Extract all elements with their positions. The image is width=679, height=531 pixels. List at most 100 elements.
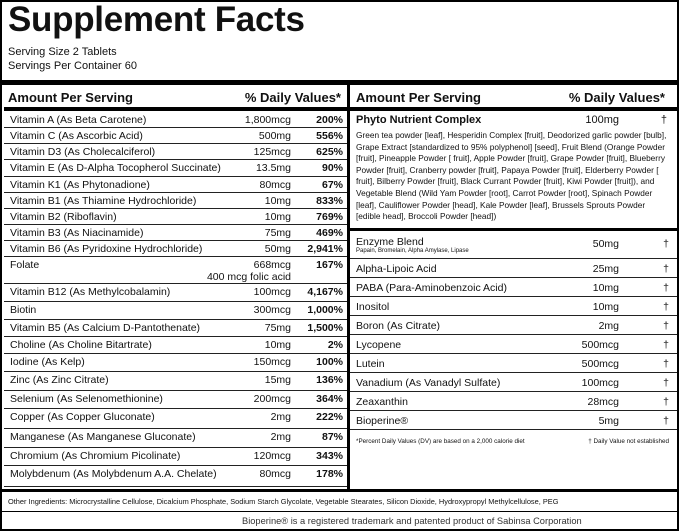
daily-value: 625%: [316, 146, 343, 158]
nutrient-row: Selenium (As Selenomethionine) 200mcg 364%: [4, 391, 347, 409]
nutrient-row: Inositol 10mg †: [350, 297, 677, 316]
divider: [2, 80, 677, 85]
daily-value: 833%: [316, 195, 343, 207]
nutrient-row: Alpha-Lipoic Acid 25mg †: [350, 259, 677, 278]
nutrient-amount: 200mcg: [253, 393, 291, 405]
nutrient-name: Vitamin B12 (As Methylcobalamin): [10, 286, 171, 298]
nutrient-name: Vitamin B5 (As Calcium D-Pantothenate): [10, 322, 201, 334]
amount-header: Amount Per Serving: [8, 90, 133, 105]
enzyme-amount: 50mg: [592, 238, 619, 250]
daily-value: 90%: [321, 162, 343, 174]
nutrient-name: Lutein: [356, 358, 385, 370]
nutrient-amount: 80mcg: [259, 468, 291, 480]
footnote: † Daily Value not established: [588, 438, 669, 445]
nutrient-name: Vitamin K1 (As Phytonadione): [10, 179, 150, 191]
nutrient-row: Vanadium (As Vanadyl Sulfate) 100mcg †: [350, 373, 677, 392]
nutrient-name: Vitamin E (As D-Alpha Tocopherol Succina…: [10, 162, 221, 174]
daily-value: 556%: [316, 130, 343, 142]
serving-size: Serving Size 2 Tablets: [8, 46, 117, 58]
nutrient-row: Vitamin B12 (As Methylcobalamin) 100mcg 4,…: [4, 284, 347, 302]
nutrient-amount: 300mcg: [253, 304, 291, 316]
nutrient-amount: 500mcg: [581, 339, 619, 351]
nutrient-name: Lycopene: [356, 339, 402, 351]
divider: [350, 107, 677, 111]
daily-value: 343%: [316, 450, 343, 462]
nutrient-row: Molybdenum (As Molybdenum A.A. Chelate) 8…: [4, 466, 347, 487]
daily-value: 67%: [321, 179, 343, 191]
nutrient-row: Bioperine® 5mg †: [350, 411, 677, 430]
nutrient-amount: 10mg: [592, 301, 619, 313]
nutrient-row: Copper (As Copper Gluconate) 2mg 222%: [4, 409, 347, 429]
nutrient-row: Boron (As Citrate) 2mg †: [350, 316, 677, 335]
nutrient-row: Vitamin B6 (As Pyridoxine Hydrochloride)…: [4, 241, 347, 257]
daily-value: 178%: [316, 468, 343, 480]
nutrient-name: Vitamin B6 (As Pyridoxine Hydrochloride): [10, 243, 203, 255]
divider: [2, 511, 677, 512]
nutrient-amount: 13.5mg: [255, 162, 291, 174]
nutrient-name: Folate: [10, 259, 40, 271]
dv-symbol: †: [663, 320, 669, 332]
nutrient-name: Vitamin A (As Beta Carotene): [10, 114, 147, 126]
daily-value: 167%: [316, 259, 343, 271]
enzyme-row: Enzyme Blend Papain, Bromelain, Alpha Am…: [350, 231, 677, 259]
daily-value: 222%: [316, 411, 343, 423]
nutrient-row: Vitamin B2 (Riboflavin) 10mg 769%: [4, 209, 347, 225]
daily-value: 769%: [316, 211, 343, 223]
dv-symbol: †: [663, 263, 669, 275]
nutrient-name: Manganese (As Manganese Gluconate): [10, 431, 196, 443]
nutrient-amount: 5mg: [598, 415, 619, 427]
nutrient-name: Vitamin B2 (Riboflavin): [10, 211, 117, 223]
daily-value: 136%: [316, 374, 343, 386]
nutrient-name: Choline (As Choline Bitartrate): [10, 339, 152, 351]
nutrient-row: Chromium (As Chromium Picolinate) 120mcg 3…: [4, 448, 347, 466]
nutrient-amount: 50mg: [264, 243, 291, 255]
nutrient-amount: 15mg: [264, 374, 291, 386]
nutrient-amount: 75mg: [264, 322, 291, 334]
nutrient-amount: 2mg: [270, 431, 291, 443]
dv-symbol: †: [663, 396, 669, 408]
nutrient-name: Biotin: [10, 304, 37, 316]
dv-symbol: †: [663, 358, 669, 370]
footnote: *Percent Daily Values (DV) are based on …: [356, 438, 525, 445]
nutrient-row: Folate 668mcg 400 mcg folic acid 167%: [4, 257, 347, 284]
nutrient-amount: 120mcg: [253, 450, 291, 462]
column-divider: [347, 85, 350, 489]
daily-value: 100%: [316, 356, 343, 368]
nutrient-row: Zinc (As Zinc Citrate) 15mg 136%: [4, 372, 347, 391]
nutrient-row: Vitamin E (As D-Alpha Tocopherol Succina…: [4, 160, 347, 177]
daily-value: 1,000%: [307, 304, 343, 316]
phyto-name: Phyto Nutrient Complex: [356, 114, 482, 126]
daily-value: 364%: [316, 393, 343, 405]
nutrient-amount: 28mcg: [587, 396, 619, 408]
nutrient-amount: 25mg: [592, 263, 619, 275]
divider: [2, 489, 677, 492]
nutrient-amount: 125mcg: [253, 146, 291, 158]
nutrient-amount: 500mcg: [581, 358, 619, 370]
nutrient-name: Selenium (As Selenomethionine): [10, 393, 163, 405]
nutrient-name: Vitamin B3 (As Niacinamide): [10, 227, 144, 239]
nutrient-name: Vitamin D3 (As Cholecalciferol): [10, 146, 156, 158]
phyto-description: Green tea powder [leaf], Hesperidin Comp…: [356, 130, 667, 222]
daily-value: 4,167%: [307, 286, 343, 298]
dv-symbol: †: [663, 377, 669, 389]
title: Supplement Facts: [8, 0, 305, 39]
nutrient-name: Inositol: [356, 301, 390, 313]
nutrient-row: PABA (Para-Aminobenzoic Acid) 10mg †: [350, 278, 677, 297]
nutrient-row: Manganese (As Manganese Gluconate) 2mg 87%: [4, 429, 347, 448]
nutrient-amount: 10mg: [592, 282, 619, 294]
trademark: Bioperine® is a registered trademark and…: [242, 516, 582, 526]
phyto-symbol: †: [660, 114, 667, 126]
nutrient-name: Boron (As Citrate): [356, 320, 441, 332]
nutrient-row: Lutein 500mcg †: [350, 354, 677, 373]
nutrient-amount: 2mg: [598, 320, 619, 332]
phyto-amount: 100mg: [585, 114, 619, 126]
dv-symbol: †: [663, 282, 669, 294]
nutrient-name: Zeaxanthin: [356, 396, 408, 408]
nutrient-amount: 100mcg: [581, 377, 619, 389]
nutrient-name: Copper (As Copper Gluconate): [10, 411, 155, 423]
nutrient-amount: 10mg: [264, 195, 291, 207]
other-ingredients: Other Ingredients: Microcrystalline Cell…: [8, 497, 559, 506]
enzyme-name: Enzyme Blend: [356, 236, 424, 248]
nutrient-name: Molybdenum (As Molybdenum A.A. Chelate): [10, 468, 217, 480]
